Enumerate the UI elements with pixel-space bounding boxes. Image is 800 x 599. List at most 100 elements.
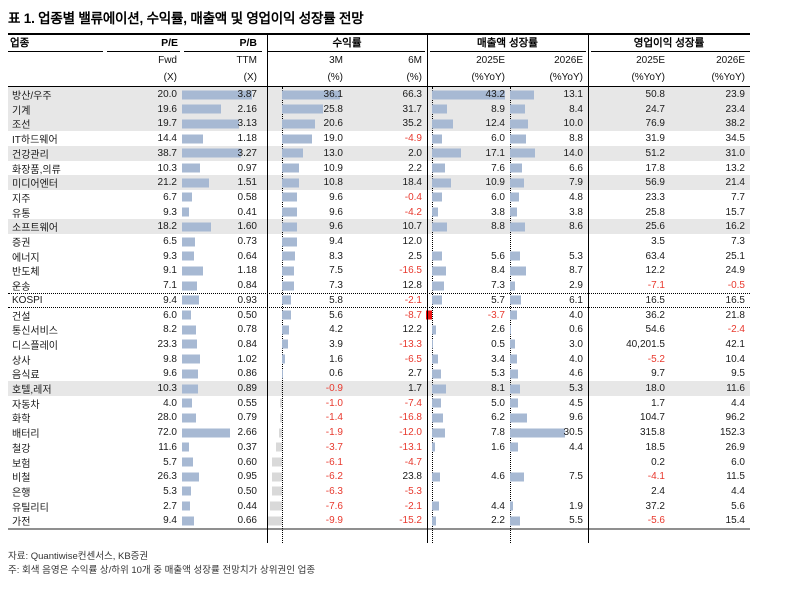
table-subheader-units: (X) (X) (%) (%) (%YoY) (%YoY) (%YoY) (%YoY): [8, 68, 750, 87]
value-bar: [282, 339, 289, 349]
cell-pb-ttm: 0.37: [178, 440, 267, 455]
table-row: 조선 19.7 3.13 20.6 35.2 12.4 10.0 76.9 38.2: [8, 116, 750, 131]
value-bar: [510, 207, 517, 217]
value-bar: [510, 134, 526, 144]
cell-sales-2025: 6.0: [427, 190, 510, 205]
cell-pb-ttm: 3.13: [178, 116, 267, 131]
cell-sales-2026: 4.8: [510, 190, 588, 205]
table-row: 호텔,레저 10.3 0.89 -0.9 1.7 8.1 5.3 18.0 11.6: [8, 381, 750, 396]
cell-op-2025: 56.9: [645, 177, 665, 189]
cell-op-2025: 25.6: [645, 221, 665, 233]
bar-baseline-sales-2025: [432, 87, 433, 543]
cell-return-6m: 31.7: [402, 103, 422, 115]
cell-sector-name: 상사: [12, 355, 31, 367]
col-group-op-growth: 영업이익 성장률: [633, 37, 705, 49]
value-bar: [182, 486, 192, 496]
value-bar: [282, 281, 294, 291]
value-bar: [282, 207, 298, 217]
cell-op-2026: 16.5: [725, 294, 745, 306]
subheader-unit: (X): [163, 71, 177, 83]
cell-op-2026: 4.4: [731, 485, 745, 497]
cell-pb-ttm: 0.78: [178, 322, 267, 337]
cell-pe-fwd: 10.3: [157, 162, 177, 174]
cell-return-6m: 12.0: [402, 236, 422, 248]
cell-op-2026: 21.4: [725, 177, 745, 189]
cell-sales-2025: 8.9: [427, 102, 510, 117]
table-row: 디스플레이 23.3 0.84 3.9 -13.3 0.5 3.0 40,201.5 42.1: [8, 337, 750, 352]
cell-op-2026: 13.2: [725, 162, 745, 174]
cell-sales-2025: 0.5: [427, 337, 510, 352]
value-bar: [182, 178, 210, 188]
table-row: 상사 9.8 1.02 1.6 -6.5 3.4 4.0 -5.2 10.4: [8, 352, 750, 367]
subheader-unit: (%): [406, 71, 422, 83]
cell-pb-ttm: 0.73: [178, 234, 267, 249]
value-bar: [272, 457, 282, 467]
table-row: 은행 5.3 0.50 -6.3 -5.3 2.4 4.4: [8, 484, 750, 499]
cell-sector-name: 운송: [12, 282, 31, 294]
cell-sector-name: 조선: [12, 120, 31, 132]
cell-sales-2025: 3.4: [427, 352, 510, 367]
cell-pb-ttm: 0.60: [178, 455, 267, 470]
cell-sector-name: 건설: [12, 311, 31, 323]
subheader-period: TTM: [236, 54, 257, 66]
cell-pe-fwd: 38.7: [157, 147, 177, 159]
cell-return-6m: 66.3: [402, 89, 422, 100]
cell-pe-fwd: 6.5: [163, 236, 177, 248]
cell-sector-name: 자동차: [12, 399, 40, 411]
cell-sales-2025: -3.7: [425, 308, 510, 323]
value-bar: [182, 516, 194, 526]
cell-pb-ttm: 1.18: [178, 263, 267, 278]
cell-pb-ttm: 3.27: [178, 146, 267, 161]
value-bar: [432, 295, 442, 305]
cell-op-2025: 24.7: [645, 103, 665, 115]
cell-op-2026: -2.4: [727, 324, 745, 336]
cell-op-2026: 31.0: [725, 147, 745, 159]
cell-op-2025: 31.9: [645, 133, 665, 145]
header-underline: [107, 51, 180, 52]
cell-return-6m: 2.7: [408, 368, 422, 380]
value-bar: [182, 310, 192, 320]
cell-sector-name: 기계: [12, 105, 31, 117]
cell-return-6m: 10.7: [402, 221, 422, 233]
cell-sector-name: 은행: [12, 487, 31, 499]
cell-return-6m: -15.2: [399, 515, 422, 527]
cell-return-6m: 1.7: [408, 383, 422, 395]
cell-op-2025: 50.8: [645, 89, 665, 100]
cell-op-2026: 152.3: [719, 427, 745, 439]
cell-op-2025: 16.5: [645, 294, 665, 306]
value-bar: [280, 384, 282, 394]
cell-sales-2026: 14.0: [510, 146, 588, 161]
cell-return-6m: -7.4: [404, 397, 422, 409]
cell-return-3m: -6.2: [267, 469, 345, 484]
cell-op-2026: 34.5: [725, 133, 745, 145]
cell-pb-ttm: 0.50: [178, 308, 267, 323]
cell-sales-2026: 8.6: [510, 219, 588, 234]
cell-return-6m: -6.5: [404, 353, 422, 365]
table-row: 통신서비스 8.2 0.78 4.2 12.2 2.6 0.6 54.6 -2.4: [8, 322, 750, 337]
value-bar: [432, 413, 443, 423]
value-bar: [432, 192, 443, 202]
cell-pe-fwd: 9.1: [163, 265, 177, 277]
cell-op-2025: 40,201.5: [626, 338, 665, 350]
cell-return-3m: -0.9: [267, 381, 345, 396]
cell-sales-2025: 8.4: [427, 263, 510, 278]
value-bar: [282, 222, 298, 232]
value-bar: [432, 90, 506, 99]
value-bar: [282, 134, 313, 144]
cell-pb-ttm: 2.16: [178, 102, 267, 117]
table-row: 증권 6.5 0.73 9.4 12.0 3.5 7.3: [8, 234, 750, 249]
cell-pe-fwd: 19.7: [157, 118, 177, 130]
value-bar: [510, 384, 520, 394]
cell-sales-2025: 2.6: [427, 322, 510, 337]
value-bar: [278, 428, 282, 438]
cell-op-2026: 15.4: [725, 515, 745, 527]
cell-return-6m: 2.0: [408, 147, 422, 159]
value-bar: [282, 295, 292, 305]
value-bar: [182, 163, 200, 173]
table-row: 건강관리 38.7 3.27 13.0 2.0 17.1 14.0 51.2 31.0: [8, 145, 750, 161]
cell-pb-ttm: 0.93: [178, 294, 267, 307]
cell-sales-2025: 8.1: [427, 381, 510, 396]
cell-op-2025: 3.5: [651, 236, 665, 248]
cell-pe-fwd: 4.0: [163, 397, 177, 409]
value-bar: [182, 192, 193, 202]
